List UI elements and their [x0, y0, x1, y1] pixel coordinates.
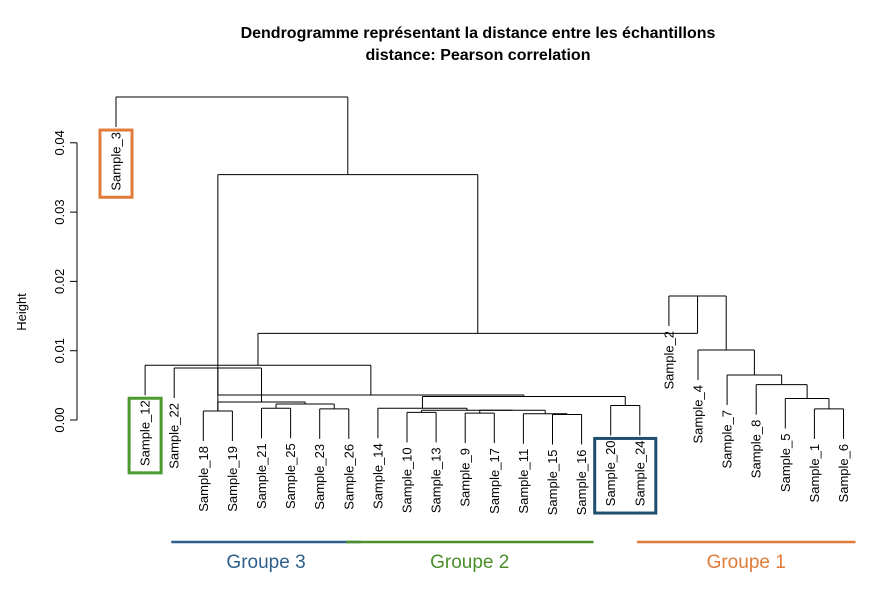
- group-label: Groupe 3: [226, 552, 305, 573]
- leaf-label: Sample_11: [516, 449, 531, 514]
- y-tick-label: 0.02: [52, 269, 67, 294]
- highlight-box: [98, 128, 134, 199]
- leaf-label: Sample_26: [341, 444, 356, 510]
- leaf-label: Sample_21: [254, 443, 269, 509]
- leaf-label: Sample_7: [720, 410, 735, 469]
- leaf-label: Sample_16: [574, 449, 589, 515]
- leaf-label: Sample_4: [691, 385, 706, 444]
- highlight-boxes: [98, 128, 658, 515]
- group-label: Groupe 1: [707, 552, 786, 573]
- leaf-label: Sample_18: [196, 446, 211, 512]
- leaf-label: Sample_19: [225, 446, 240, 512]
- chart-title: Dendrogramme représentant la distance en…: [241, 25, 716, 42]
- leaf-label: Sample_24: [632, 440, 647, 506]
- leaf-label: Sample_15: [545, 449, 560, 515]
- leaf-label: Sample_1: [807, 444, 822, 503]
- group-label: Groupe 2: [430, 552, 509, 573]
- leaf-label: Sample_25: [283, 443, 298, 509]
- leaf-label: Sample_13: [429, 447, 444, 513]
- dendrogram-tree: [115, 96, 844, 445]
- highlight-box: [127, 396, 163, 475]
- leaf-label: Sample_3: [109, 132, 124, 191]
- leaf-label: Sample_5: [778, 434, 793, 493]
- leaf-label: Sample_23: [312, 444, 327, 510]
- leaf-labels: Sample_3 Sample_12 Sample_22 Sample_18 Sampl…: [109, 132, 852, 515]
- y-tick-label: 0.00: [52, 407, 67, 432]
- y-tick-label: 0.03: [52, 199, 67, 224]
- leaf-label: Sample_8: [749, 420, 764, 479]
- leaf-label: Sample_20: [603, 440, 618, 506]
- y-tick-label: 0.01: [52, 338, 67, 363]
- leaf-label: Sample_6: [836, 444, 851, 503]
- leaf-label: Sample_9: [458, 448, 473, 507]
- y-tick-label: 0.04: [52, 130, 67, 155]
- y-axis: 0.00 0.01 0.02 0.03 0.04: [52, 130, 78, 433]
- chart-subtitle: distance: Pearson correlation: [366, 47, 591, 64]
- leaf-label: Sample_10: [400, 447, 415, 513]
- group-annotations: Groupe 3 Groupe 2 Groupe 1: [171, 540, 856, 573]
- y-axis-label: Height: [14, 293, 29, 331]
- highlight-box: [593, 436, 658, 515]
- leaf-label: Sample_22: [167, 403, 182, 469]
- leaf-label: Sample_17: [487, 448, 502, 514]
- leaf-label: Sample_14: [370, 443, 385, 509]
- leaf-label: Sample_2: [661, 331, 676, 390]
- leaf-label: Sample_12: [138, 400, 153, 466]
